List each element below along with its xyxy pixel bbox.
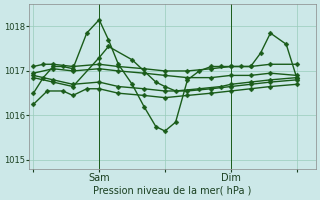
X-axis label: Pression niveau de la mer( hPa ): Pression niveau de la mer( hPa ) — [93, 186, 252, 196]
